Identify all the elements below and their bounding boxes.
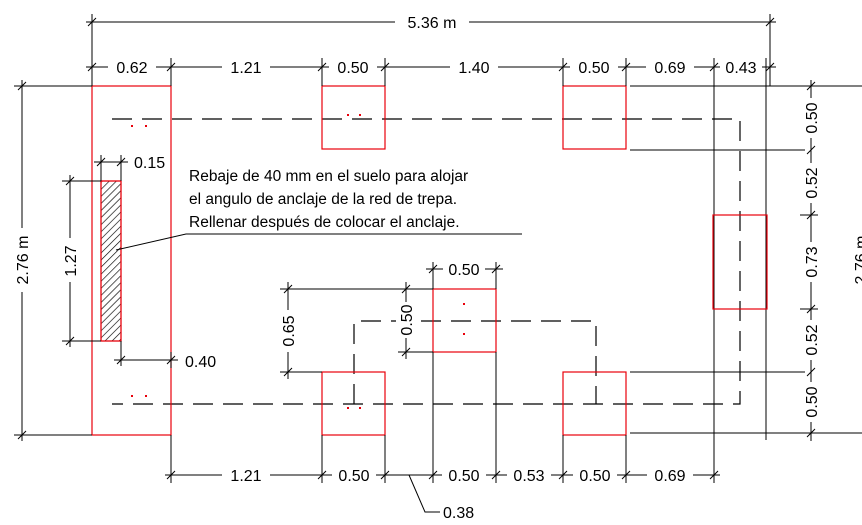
dim-label: 0.50 — [337, 60, 368, 77]
footing-right — [712, 214, 768, 310]
footings — [91, 85, 768, 436]
dim-label: 0.50 — [579, 468, 610, 485]
note-line-1: Rebaje de 40 mm en el suelo para alojar — [189, 168, 468, 185]
footing-top-1 — [321, 85, 386, 150]
dim-label: 0.52 — [804, 167, 821, 198]
top-dimension-labels: 5.36 m 0.62 1.21 0.50 1.40 0.50 0.69 0.4… — [108, 12, 762, 77]
dim-label: 0.53 — [513, 468, 544, 485]
dim-label: 0.50 — [448, 468, 479, 485]
total-width-label: 5.36 m — [408, 15, 457, 32]
left-dimension-labels: 2.76 m 1.27 0.15 0.40 — [12, 155, 216, 371]
recess-offset-label: 0.40 — [185, 354, 216, 371]
center-offset-label: 0.65 — [281, 315, 298, 346]
right-dimension-labels: 0.50 0.52 0.73 0.52 0.50 2.76 m — [800, 98, 862, 422]
footing-center — [432, 288, 497, 353]
bottom-dimension-lines — [165, 352, 720, 513]
total-height-label: 2.76 m — [15, 236, 32, 285]
center-height-label: 0.50 — [399, 304, 416, 335]
dim-label: 1.21 — [230, 468, 261, 485]
footing-bottom-2 — [562, 371, 627, 436]
left-footing — [91, 85, 172, 436]
footing-top-2 — [562, 85, 627, 150]
dashed-frame — [112, 118, 741, 405]
dim-label: 0.50 — [338, 468, 369, 485]
center-width-label: 0.50 — [448, 262, 479, 279]
marker-dots — [131, 114, 465, 409]
note-line-2: el angulo de anclaje de la red de trepa. — [189, 191, 457, 208]
recess-width-label: 0.15 — [134, 155, 165, 172]
recess-note: Rebaje de 40 mm en el suelo para alojar … — [115, 168, 522, 251]
dim-label: 0.69 — [654, 468, 685, 485]
dim-label: 0.62 — [116, 60, 147, 77]
dim-label: 0.52 — [804, 324, 821, 355]
dim-label: 0.69 — [654, 60, 685, 77]
note-line-3: Rellenar después de colocar el anclaje. — [189, 214, 460, 231]
recess-length-label: 1.27 — [63, 245, 80, 276]
dim-label: 1.40 — [458, 60, 489, 77]
center-dimension-labels: 0.50 0.50 0.65 — [278, 260, 485, 352]
right-structure-lines — [630, 58, 805, 478]
recess-hatch — [100, 180, 122, 342]
bottom-dimension-labels: 1.21 0.50 0.50 0.53 0.50 0.69 0.38 — [222, 465, 693, 522]
dim-label: 0.50 — [804, 102, 821, 133]
dim-label: 0.43 — [725, 60, 756, 77]
callout-label: 0.38 — [443, 505, 474, 522]
dim-label: 1.21 — [230, 60, 261, 77]
left-dimension-lines — [14, 80, 178, 441]
dim-label: 0.73 — [804, 246, 821, 277]
right-total-height-label: 2.76 m — [853, 236, 862, 285]
dim-label: 0.50 — [804, 386, 821, 417]
dim-label: 0.50 — [578, 60, 609, 77]
footing-bottom-1 — [321, 371, 386, 436]
